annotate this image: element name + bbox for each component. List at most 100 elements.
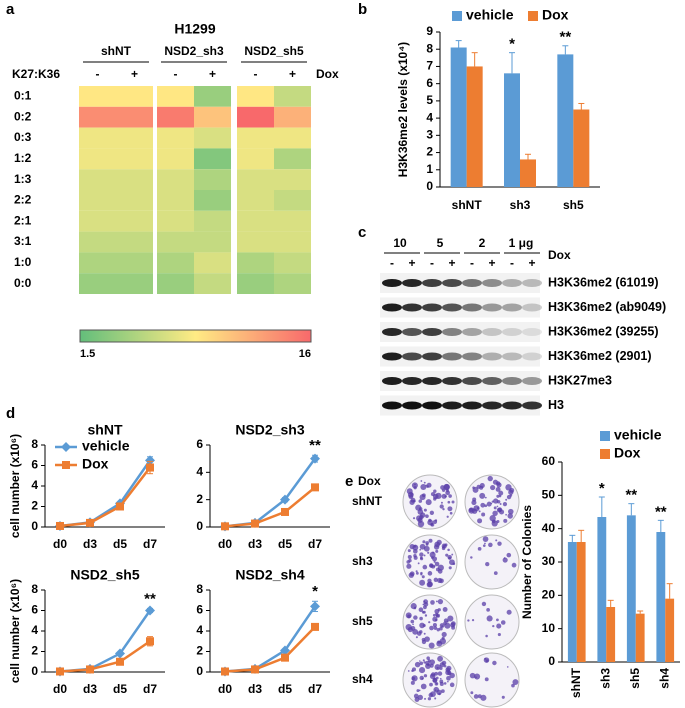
lane-label: + (448, 256, 455, 270)
colony (419, 661, 424, 666)
row-label: 0:3 (14, 130, 32, 144)
y-tick-label: 30 (542, 554, 556, 568)
legend-swatch (528, 11, 538, 21)
blot-band (422, 328, 442, 336)
bar (520, 159, 536, 187)
colony (427, 697, 432, 701)
colony (424, 697, 427, 700)
y-tick-label: 6 (196, 437, 203, 451)
colony (429, 659, 436, 665)
colony (449, 511, 453, 515)
y-axis-label: cell number (x10⁶) (8, 434, 22, 538)
colony (444, 495, 447, 498)
colony (479, 483, 485, 489)
colony (508, 508, 514, 515)
colony (424, 614, 428, 617)
bar (626, 515, 636, 662)
band-label: H3K36me2 (2901) (548, 349, 652, 363)
colony (429, 510, 435, 515)
heat-cell (79, 127, 116, 149)
legend-label: vehicle (614, 427, 662, 443)
colony (443, 682, 447, 685)
heat-cell (79, 148, 116, 170)
y-tick-label: 4 (196, 465, 203, 479)
heat-cell (157, 169, 194, 190)
x-tick-label: d7 (143, 682, 157, 696)
dish-row-label: shNT (352, 494, 383, 508)
y-tick-label: 4 (196, 623, 203, 637)
colony (436, 613, 441, 618)
blot-band (502, 279, 522, 287)
colony (425, 543, 429, 546)
heat-cell (116, 86, 153, 107)
colony (420, 483, 427, 490)
lane-label: - (510, 256, 514, 270)
dish (464, 534, 520, 590)
colony (419, 494, 426, 501)
blot-band (382, 279, 402, 287)
y-tick-label: 6 (31, 603, 38, 617)
colony (428, 621, 431, 624)
colony (499, 503, 502, 506)
colony (472, 486, 475, 489)
y-tick-label: 1 (426, 162, 433, 176)
x-tick-label: d0 (218, 682, 232, 696)
colony (427, 571, 433, 576)
column-label: - (96, 67, 100, 81)
colony (430, 691, 436, 698)
colony (420, 683, 427, 690)
colony (433, 489, 437, 493)
colony (430, 600, 435, 605)
colony (445, 669, 451, 676)
colony (439, 679, 444, 684)
colony (471, 500, 477, 506)
heat-cell (116, 169, 153, 190)
colony (503, 518, 508, 523)
blot-band (482, 303, 502, 312)
colony (427, 519, 434, 526)
lane-label: - (430, 256, 434, 270)
colony (499, 509, 505, 515)
colony (470, 691, 474, 695)
colony (493, 571, 498, 576)
colony (423, 508, 427, 512)
row-label: 0:2 (14, 109, 32, 123)
colony (422, 540, 426, 544)
heat-cell (157, 86, 194, 107)
colony (411, 675, 418, 682)
row-label: 1:0 (14, 255, 32, 269)
colony (415, 571, 419, 575)
colony (428, 538, 433, 543)
blot-band (462, 279, 482, 287)
marker (311, 622, 319, 631)
colony (407, 549, 411, 553)
blot-band (442, 279, 462, 287)
blot-band (442, 328, 462, 336)
colony (407, 670, 410, 672)
panel-label: d (6, 405, 15, 422)
colony (411, 482, 418, 489)
x-tick-label: d7 (143, 537, 157, 551)
legend-label: Dox (542, 7, 569, 23)
colony (412, 623, 414, 626)
colony (434, 541, 441, 548)
colony (448, 494, 452, 498)
colony (508, 489, 514, 495)
column-label: - (174, 67, 178, 81)
colony (442, 607, 448, 612)
heat-cell (194, 273, 231, 294)
colony (484, 657, 487, 660)
colony (423, 632, 426, 635)
colony (507, 513, 513, 519)
heat-cell (194, 127, 231, 149)
y-tick-label: 0 (31, 664, 38, 678)
marker (280, 645, 290, 656)
colony (443, 664, 447, 668)
y-tick-label: 6 (31, 458, 38, 472)
bar (597, 517, 607, 662)
dox-label: Dox (358, 474, 381, 488)
colony (435, 567, 440, 572)
heat-cell (157, 148, 194, 170)
line (224, 457, 317, 528)
colony (439, 504, 444, 509)
